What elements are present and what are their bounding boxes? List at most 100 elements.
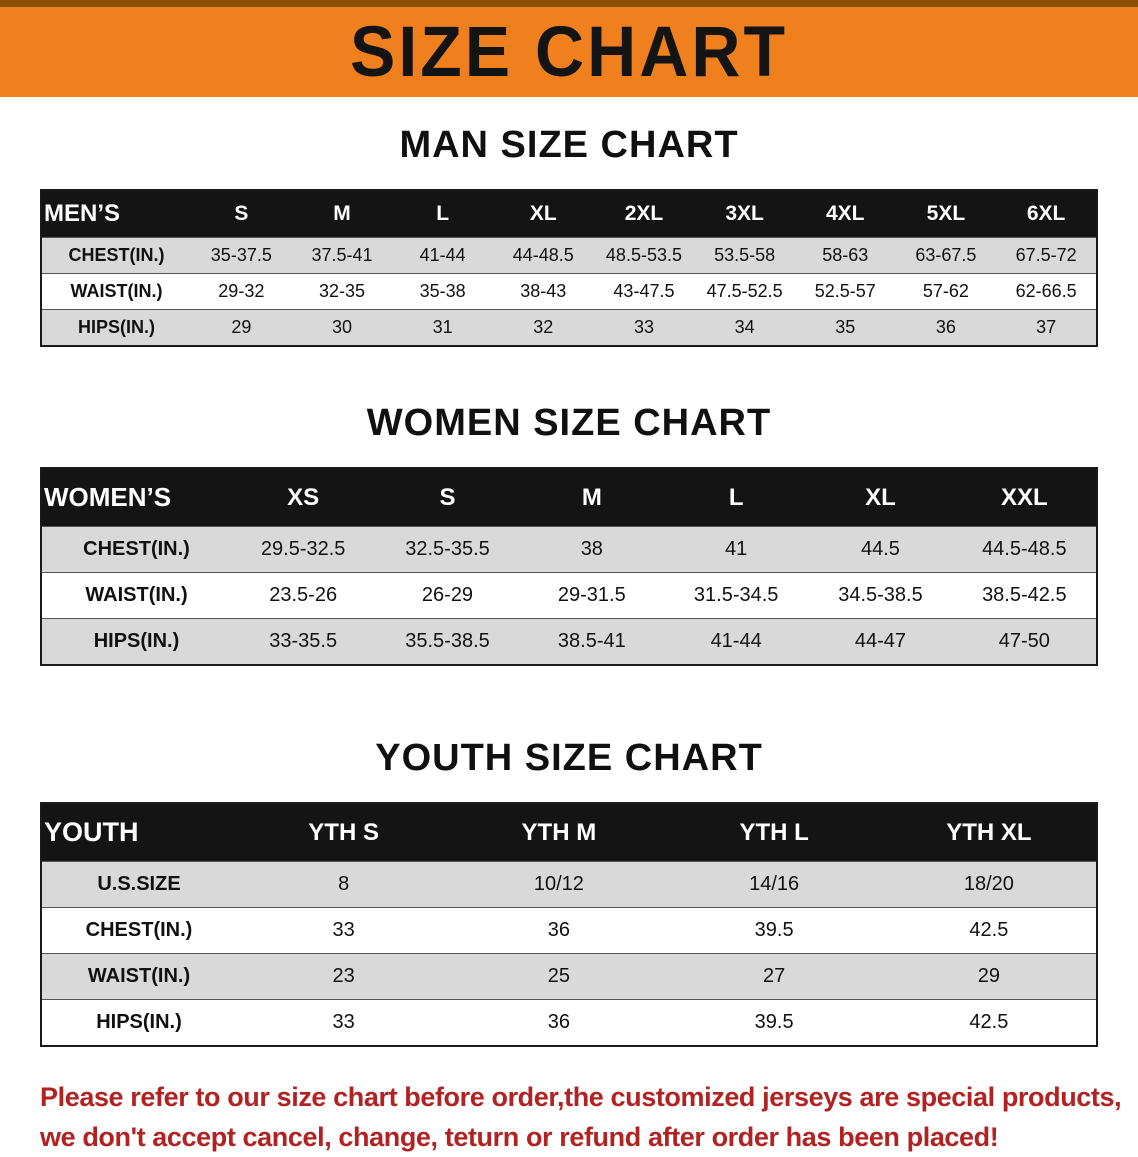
value-cell: 36 [547,1011,570,1033]
value-cell: 33 [332,919,355,941]
youth-size-section: YOUTH SIZE CHART YOUTH YTH S YTH M YTH L YTH… [0,736,1138,1047]
row-label-cell: CHEST(IN.) [83,538,190,560]
value-cell: 23 [332,965,355,987]
size-header-cell: M [333,202,351,225]
value-cell: 32 [533,317,554,337]
value-cell: 31.5-34.5 [693,584,779,606]
row-label-cell: HIPS(IN.) [96,1011,182,1033]
row-label-cell: CHEST(IN.) [68,245,165,265]
table-row: WAIST(IN.) 23 25 27 29 [41,953,1097,1000]
size-header-cell: 5XL [926,202,966,225]
table-title-cell: WOMEN’S [44,482,172,512]
size-header-cell: YTH XL [946,818,1032,846]
value-cell: 31 [432,317,453,337]
row-label-cell: WAIST(IN.) [70,281,163,301]
row-label-cell: U.S.SIZE [97,873,181,895]
size-header-cell: 3XL [725,202,764,225]
women-section-heading: WOMEN SIZE CHART [366,402,772,444]
value-cell: 44.5-48.5 [982,538,1067,560]
value-cell: 29-32 [218,281,265,301]
size-header-cell: XL [529,202,557,225]
size-header-cell: M [581,483,602,511]
size-header-cell: 4XL [826,202,865,225]
value-cell: 29-31.5 [557,584,626,606]
value-cell: 38 [580,538,603,560]
value-cell: 32-35 [318,281,365,301]
value-cell: 57-62 [922,281,969,301]
size-header-cell: 2XL [624,202,664,225]
value-cell: 38.5-41 [557,630,626,652]
women-size-section: WOMEN SIZE CHART WOMEN’S XS S M L XL XXL CHEST(… [0,401,1138,666]
table-row: HIPS(IN.) 33-35.5 35.5-38.5 38.5-41 41-44 44-… [41,618,1097,665]
table-row: U.S.SIZE 8 10/12 14/16 18/20 [41,861,1097,908]
table-title-cell: YOUTH [44,817,139,847]
disclaimer: Please refer to our size chart before or… [40,1077,1138,1157]
table-row: CHEST(IN.) 33 36 39.5 42.5 [41,907,1097,954]
value-cell: 42.5 [969,1011,1009,1033]
table-row: CHEST(IN.) 29.5-32.5 32.5-35.5 38 41 44.5 44.5… [41,526,1097,573]
value-cell: 27 [763,965,786,987]
value-cell: 35-38 [419,281,466,301]
row-label-cell: HIPS(IN.) [93,630,180,652]
row-label-cell: HIPS(IN.) [77,317,155,337]
row-label-cell: CHEST(IN.) [85,919,193,941]
value-cell: 29.5-32.5 [260,538,346,560]
banner: SIZE CHART [0,0,1138,97]
value-cell: 33-35.5 [269,630,338,652]
man-size-table: MEN’S S M L XL 2XL 3XL 4XL 5XL 6XL CHEST(IN.) 35-37… [40,189,1098,347]
value-cell: 67.5-72 [1015,245,1077,265]
value-cell: 44-48.5 [512,245,574,265]
value-cell: 41-44 [419,245,466,265]
disclaimer-line-2: we don't accept cancel, change, teturn o… [40,1122,999,1152]
value-cell: 36 [547,919,570,941]
value-cell: 37.5-41 [311,245,373,265]
size-header-cell: XXL [1000,483,1048,511]
value-cell: 33 [633,317,654,337]
size-header-cell: S [234,202,249,225]
size-header-cell: L [436,202,450,225]
table-row: WAIST(IN.) 29-32 32-35 35-38 38-43 43-47.5 47.… [41,273,1097,310]
value-cell: 18/20 [963,873,1014,895]
table-header-row: MEN’S S M L XL 2XL 3XL 4XL 5XL 6XL [41,190,1097,238]
page-title: SIZE CHART [350,12,788,92]
value-cell: 52.5-57 [814,281,876,301]
table-row: HIPS(IN.) 29 30 31 32 33 34 35 36 37 [41,309,1097,346]
value-cell: 23.5-26 [269,584,338,606]
value-cell: 38.5-42.5 [982,584,1067,606]
size-header-cell: YTH L [739,818,809,846]
value-cell: 36 [935,317,956,337]
size-header-cell: XL [865,483,896,511]
size-header-cell: S [439,483,456,511]
value-cell: 34.5-38.5 [838,584,923,606]
value-cell: 38-43 [520,281,567,301]
value-cell: 25 [547,965,570,987]
row-label-cell: WAIST(IN.) [87,965,191,987]
value-cell: 10/12 [533,873,584,895]
value-cell: 53.5-58 [714,245,776,265]
value-cell: 29 [231,317,252,337]
value-cell: 32.5-35.5 [405,538,490,560]
man-section-heading: MAN SIZE CHART [399,124,739,166]
value-cell: 35-37.5 [210,245,272,265]
value-cell: 35 [835,317,856,337]
youth-section-heading: YOUTH SIZE CHART [375,737,763,779]
value-cell: 35.5-38.5 [405,630,490,652]
women-size-table: WOMEN’S XS S M L XL XXL CHEST(IN.) 29.5-32.5 32.5… [40,467,1098,666]
value-cell: 47-50 [998,630,1050,652]
table-title-cell: MEN’S [44,200,121,227]
size-header-cell: YTH M [521,818,597,846]
value-cell: 14/16 [749,873,800,895]
row-label-cell: WAIST(IN.) [85,584,188,606]
table-row: CHEST(IN.) 35-37.5 37.5-41 41-44 44-48.5 48.5… [41,237,1097,274]
value-cell: 44-47 [854,630,907,652]
value-cell: 58-63 [822,245,869,265]
value-cell: 62-66.5 [1015,281,1077,301]
size-header-cell: XS [287,483,320,511]
size-header-cell: 6XL [1026,202,1066,225]
size-header-cell: YTH S [308,818,379,846]
value-cell: 37 [1036,317,1057,337]
value-cell: 42.5 [969,919,1009,941]
value-cell: 41 [725,538,748,560]
table-row: WAIST(IN.) 23.5-26 26-29 29-31.5 31.5-34.5 34… [41,572,1097,619]
